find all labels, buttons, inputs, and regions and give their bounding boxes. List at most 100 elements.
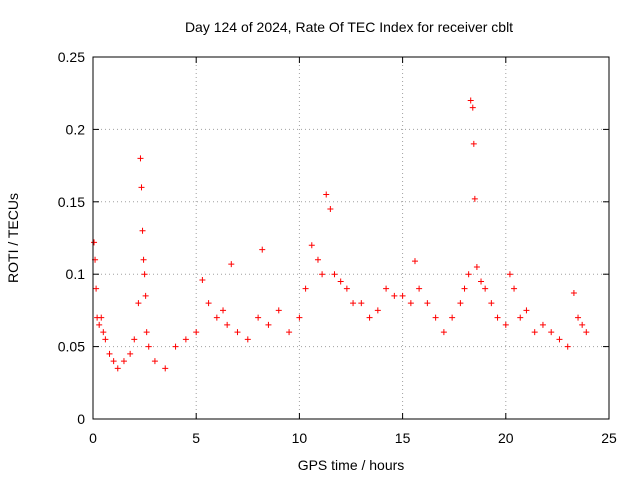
data-point <box>350 300 357 307</box>
data-point <box>331 271 338 278</box>
data-point <box>143 329 150 336</box>
data-point <box>145 343 152 350</box>
data-point <box>302 285 309 292</box>
data-point <box>449 314 456 321</box>
data-point <box>308 242 315 249</box>
data-point <box>470 140 477 147</box>
data-point <box>556 336 563 343</box>
data-point <box>98 314 105 321</box>
y-axis-label: ROTI / TECUs <box>5 193 21 283</box>
data-point <box>127 350 134 357</box>
gridlines <box>93 57 609 419</box>
data-point <box>432 314 439 321</box>
data-point <box>234 329 241 336</box>
data-point <box>259 246 266 253</box>
data-point <box>502 321 509 328</box>
data-point <box>93 285 100 292</box>
data-point <box>457 300 464 307</box>
data-point <box>467 97 474 104</box>
data-point <box>199 276 206 283</box>
data-point <box>570 290 577 297</box>
data-points <box>91 97 590 372</box>
data-point <box>228 261 235 268</box>
data-point <box>106 350 113 357</box>
data-point <box>575 314 582 321</box>
data-point <box>539 321 546 328</box>
data-point <box>399 292 406 299</box>
data-point <box>358 300 365 307</box>
data-point <box>220 307 227 314</box>
data-point <box>465 271 472 278</box>
data-point <box>138 184 145 191</box>
data-point <box>383 285 390 292</box>
data-point <box>494 314 501 321</box>
data-point <box>407 300 414 307</box>
data-point <box>255 314 262 321</box>
x-tick-label: 25 <box>601 430 617 446</box>
data-point <box>139 227 146 234</box>
data-point <box>473 263 480 270</box>
data-point <box>506 271 513 278</box>
data-point <box>100 329 107 336</box>
x-axis-label: GPS time / hours <box>298 457 405 473</box>
data-point <box>162 365 169 372</box>
y-tick-label: 0 <box>77 411 85 427</box>
data-point <box>296 314 303 321</box>
data-point <box>583 329 590 336</box>
data-point <box>411 258 418 265</box>
data-point <box>374 307 381 314</box>
data-point <box>564 343 571 350</box>
data-point <box>440 329 447 336</box>
data-point <box>323 191 330 198</box>
data-point <box>314 256 321 263</box>
y-tick-label: 0.2 <box>66 121 86 137</box>
data-point <box>488 300 495 307</box>
chart-title: Day 124 of 2024, Rate Of TEC Index for r… <box>185 19 513 35</box>
data-point <box>182 336 189 343</box>
data-point <box>205 300 212 307</box>
data-point <box>548 329 555 336</box>
data-point <box>471 195 478 202</box>
data-point <box>91 239 98 246</box>
axis-ticks: 0 5 10 15 20 25 0 0.05 0.1 0.15 0.2 0.25 <box>58 49 617 446</box>
data-point <box>213 314 220 321</box>
data-point <box>265 321 272 328</box>
data-point <box>461 285 468 292</box>
y-tick-label: 0.15 <box>58 194 85 210</box>
x-tick-label: 0 <box>89 430 97 446</box>
data-point <box>120 358 127 365</box>
data-point <box>137 155 144 162</box>
data-point <box>482 285 489 292</box>
data-point <box>327 206 334 213</box>
data-point <box>469 104 476 111</box>
data-point <box>275 307 282 314</box>
data-point <box>110 358 117 365</box>
data-point <box>114 365 121 372</box>
data-point <box>391 292 398 299</box>
x-tick-label: 20 <box>498 430 514 446</box>
data-point <box>244 336 251 343</box>
data-point <box>151 358 158 365</box>
data-point <box>337 278 344 285</box>
data-point <box>511 285 518 292</box>
y-tick-label: 0.25 <box>58 49 85 65</box>
data-point <box>319 271 326 278</box>
data-point <box>141 271 148 278</box>
data-point <box>140 256 147 263</box>
x-tick-label: 5 <box>192 430 200 446</box>
data-point <box>424 300 431 307</box>
data-point <box>102 336 109 343</box>
y-tick-label: 0.1 <box>66 266 86 282</box>
data-point <box>478 278 485 285</box>
data-point <box>224 321 231 328</box>
data-point <box>531 329 538 336</box>
data-point <box>523 307 530 314</box>
data-point <box>135 300 142 307</box>
data-point <box>131 336 138 343</box>
x-tick-label: 10 <box>292 430 308 446</box>
data-point <box>343 285 350 292</box>
y-tick-label: 0.05 <box>58 339 85 355</box>
data-point <box>366 314 373 321</box>
data-point <box>193 329 200 336</box>
